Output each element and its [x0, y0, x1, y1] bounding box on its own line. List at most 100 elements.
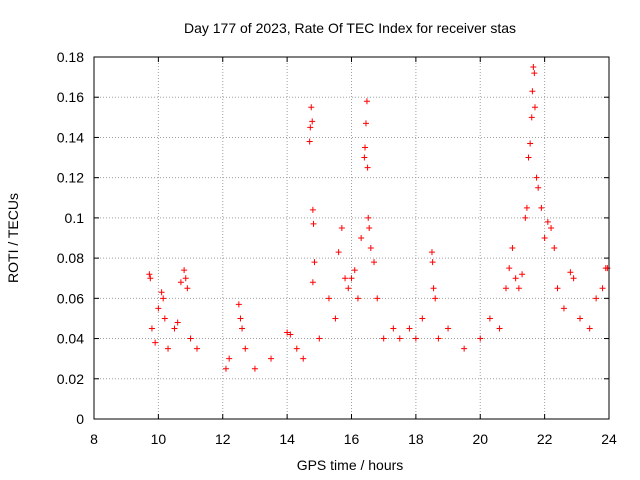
- data-point: [430, 285, 437, 292]
- data-point: [523, 204, 530, 211]
- data-point: [182, 275, 189, 282]
- data-point: [412, 335, 419, 342]
- grid: [94, 57, 609, 419]
- data-point: [544, 218, 551, 225]
- data-point: [538, 204, 545, 211]
- scatter-points: [146, 64, 611, 372]
- data-point: [486, 315, 493, 322]
- data-point: [226, 355, 233, 362]
- data-point: [522, 214, 529, 221]
- data-point: [509, 245, 516, 252]
- data-point: [160, 295, 167, 302]
- data-point: [428, 249, 435, 256]
- data-point: [251, 365, 258, 372]
- data-point: [554, 285, 561, 292]
- data-point: [354, 295, 361, 302]
- data-point: [310, 220, 317, 227]
- data-point: [235, 301, 242, 308]
- data-point: [374, 295, 381, 302]
- data-point: [432, 295, 439, 302]
- y-tick-label: 0.12: [57, 170, 84, 186]
- data-point: [187, 335, 194, 342]
- x-tick-label: 20: [472, 431, 488, 447]
- data-point: [177, 279, 184, 286]
- x-tick-label: 12: [215, 431, 231, 447]
- data-point: [551, 245, 558, 252]
- data-point: [419, 315, 426, 322]
- y-tick-label: 0.02: [57, 371, 84, 387]
- data-point: [342, 275, 349, 282]
- data-point: [567, 269, 574, 276]
- data-point: [148, 325, 155, 332]
- data-point: [599, 285, 606, 292]
- data-point: [181, 267, 188, 274]
- data-point: [593, 295, 600, 302]
- data-point: [345, 285, 352, 292]
- data-point: [287, 331, 294, 338]
- data-point: [316, 335, 323, 342]
- data-point: [503, 285, 509, 292]
- data-point: [307, 124, 314, 131]
- x-axis-label: GPS time / hours: [297, 457, 404, 473]
- y-tick-label: 0.16: [57, 89, 84, 105]
- x-tick-label: 16: [344, 431, 360, 447]
- data-point: [293, 345, 300, 352]
- y-tick-label: 0.08: [57, 250, 84, 266]
- y-tick-label: 0.14: [57, 129, 84, 145]
- data-point: [171, 325, 178, 332]
- y-tick-label: 0.18: [57, 49, 84, 65]
- x-tick-label: 22: [537, 431, 553, 447]
- data-point: [239, 325, 246, 332]
- data-point: [533, 174, 540, 181]
- data-point: [332, 315, 339, 322]
- data-point: [367, 245, 374, 252]
- data-point: [268, 355, 275, 362]
- data-point: [158, 289, 165, 296]
- data-point: [519, 271, 526, 278]
- data-point: [390, 325, 397, 332]
- data-point: [351, 267, 358, 274]
- data-point: [237, 315, 244, 322]
- data-point: [477, 335, 484, 342]
- y-tick-label: 0.1: [65, 210, 85, 226]
- data-point: [531, 70, 538, 77]
- data-point: [406, 325, 413, 332]
- data-point: [570, 275, 577, 282]
- data-point: [335, 249, 342, 256]
- x-tick-label: 24: [601, 431, 617, 447]
- data-point: [380, 335, 387, 342]
- data-point: [365, 214, 372, 221]
- data-point: [358, 235, 365, 241]
- x-tick-label: 18: [408, 431, 424, 447]
- data-point: [155, 305, 162, 312]
- data-point: [506, 265, 513, 272]
- data-point: [361, 154, 368, 161]
- data-point: [512, 275, 519, 282]
- data-point: [586, 325, 593, 332]
- data-point: [174, 319, 181, 326]
- data-point: [362, 120, 369, 127]
- x-tick-label: 14: [279, 431, 295, 447]
- data-point: [531, 104, 538, 111]
- data-point: [222, 365, 229, 372]
- y-tick-label: 0: [76, 411, 84, 427]
- data-point: [577, 315, 584, 322]
- data-point: [528, 114, 535, 121]
- data-point: [435, 335, 442, 342]
- chart-title: Day 177 of 2023, Rate Of TEC Index for r…: [184, 20, 516, 36]
- data-point: [338, 224, 345, 231]
- data-point: [525, 154, 532, 161]
- data-point: [184, 285, 191, 292]
- y-tick-label: 0.06: [57, 290, 84, 306]
- data-point: [535, 184, 542, 191]
- data-point: [560, 305, 567, 312]
- data-point: [527, 140, 534, 147]
- data-point: [363, 98, 370, 105]
- data-point: [548, 224, 555, 231]
- data-point: [461, 345, 468, 352]
- data-point: [146, 271, 153, 278]
- data-point: [529, 88, 536, 95]
- data-point: [541, 235, 548, 241]
- data-point: [309, 279, 316, 286]
